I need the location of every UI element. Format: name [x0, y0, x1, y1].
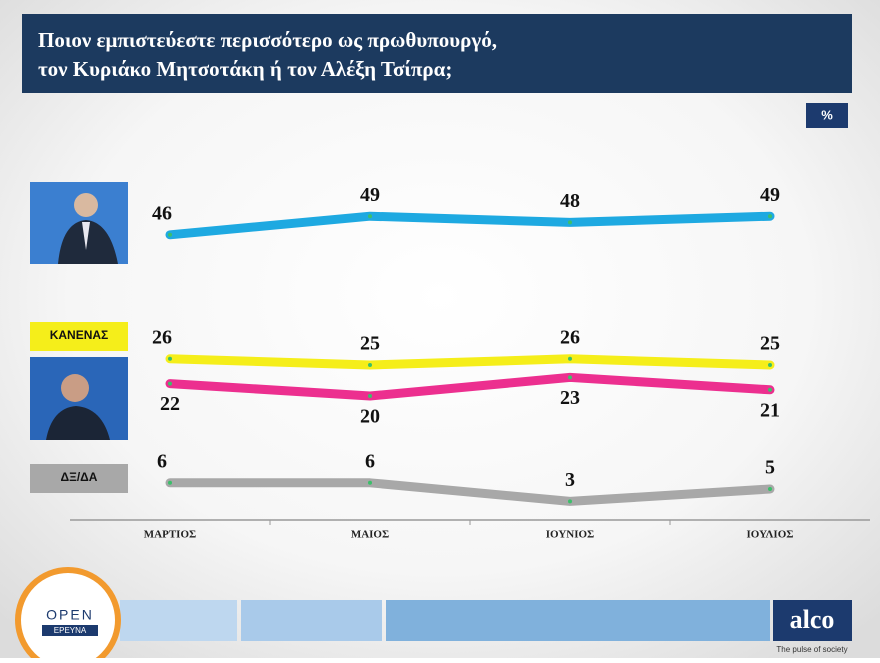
point [368, 363, 372, 367]
unit-badge [806, 103, 848, 128]
point [568, 499, 572, 504]
data-label: 23 [560, 387, 580, 409]
point [368, 214, 372, 219]
point [568, 220, 572, 225]
series-line [165, 478, 775, 506]
erevna-logo: ΕΡΕΥΝΑ [54, 626, 87, 635]
data-label: 3 [565, 469, 575, 491]
point [168, 381, 172, 386]
alco-box [773, 600, 852, 641]
x-tick-label: ΜΑΡΤΙΟΣ [144, 529, 196, 541]
title-line: Ποιον εμπιστεύεστε περισσότερο ως πρωθυπ… [38, 28, 497, 52]
alco-logo: alco [790, 605, 835, 634]
footer-bar [386, 600, 770, 641]
x-tick-label: ΜΑΙΟΣ [351, 529, 389, 541]
x-tick-label: ΙΟΥΛΙΟΣ [747, 529, 794, 541]
photo-2 [30, 357, 128, 440]
footer-bar [120, 600, 237, 641]
data-label: 48 [560, 190, 580, 212]
open-logo: OPEN [46, 607, 94, 623]
point [368, 480, 372, 485]
data-label: 21 [760, 399, 780, 421]
series-line [165, 354, 775, 370]
legend-label: ΔΞ/ΔΑ [61, 470, 98, 484]
open-logo-ring [15, 567, 121, 663]
data-label: 46 [152, 202, 172, 224]
point [168, 480, 172, 485]
data-label: 6 [365, 450, 375, 472]
data-label: 22 [160, 393, 180, 415]
title-line: τον Κυριάκο Μητσοτάκη ή τον Αλέξη Τσίπρα… [38, 57, 452, 81]
series-line [165, 372, 775, 401]
point [368, 394, 372, 398]
data-label: 26 [152, 326, 172, 348]
open-logo-band [42, 625, 98, 636]
data-label: 20 [360, 406, 380, 428]
data-label: 49 [360, 184, 380, 206]
legend-swatch [30, 322, 128, 351]
point [168, 356, 172, 361]
data-label: 49 [760, 184, 780, 206]
legend-label: ΚΑΝΕΝΑΣ [50, 328, 109, 342]
point [568, 375, 572, 380]
header-box [22, 14, 852, 93]
point [768, 214, 772, 219]
series-line [165, 211, 775, 240]
data-label: 6 [157, 450, 167, 472]
point [568, 356, 572, 361]
photo-1 [30, 182, 128, 264]
x-tick-label: ΙΟΥΝΙΟΣ [546, 529, 594, 541]
point [768, 363, 772, 367]
data-label: 26 [560, 326, 580, 348]
alco-tagline: The pulse of society [776, 645, 847, 654]
data-label: 25 [360, 333, 380, 355]
data-label: 25 [760, 333, 780, 355]
point [768, 487, 772, 491]
legend-swatch [30, 464, 128, 493]
unit: % [821, 107, 833, 122]
data-label: 5 [765, 457, 775, 479]
point [768, 387, 772, 392]
point [168, 232, 172, 237]
footer-bar [241, 600, 382, 641]
